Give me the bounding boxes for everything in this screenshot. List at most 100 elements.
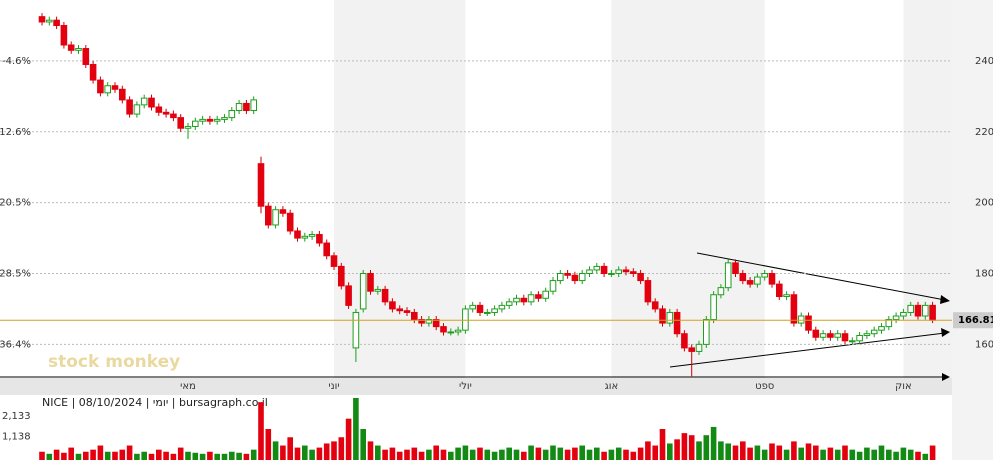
volume-bar — [528, 445, 534, 460]
volume-bar — [769, 443, 775, 460]
candle-body — [60, 25, 68, 46]
candle-body — [411, 311, 418, 321]
volume-bar — [134, 453, 140, 460]
x-tick-label: אוג — [605, 381, 619, 392]
watermark: stock monkey — [48, 352, 180, 372]
y-left-tick-label: -36.4% — [0, 339, 31, 350]
y-tick-label: 220 — [975, 127, 993, 138]
volume-bar — [586, 449, 593, 460]
volume-bar — [557, 447, 564, 460]
volume-bar — [236, 452, 242, 460]
candle-body — [542, 290, 550, 299]
candle-body — [827, 333, 834, 338]
volume-bar — [404, 449, 410, 460]
candle-body — [199, 118, 206, 122]
candle-body — [243, 102, 250, 112]
candle-body — [659, 308, 666, 324]
candle-body — [703, 319, 710, 345]
candle-body — [454, 329, 462, 333]
volume-bar — [302, 445, 308, 460]
volume-bar — [594, 447, 600, 460]
volume-bar — [382, 449, 388, 460]
candle-body — [89, 63, 97, 81]
candle-body — [564, 272, 571, 276]
volume-bar — [893, 451, 899, 460]
candle-body — [695, 343, 703, 352]
candle-body — [67, 44, 75, 51]
volume-bar — [535, 447, 542, 460]
volume-bar — [477, 447, 483, 460]
candle-body — [666, 311, 674, 324]
volume-bar — [221, 453, 228, 460]
candle-body — [140, 97, 148, 106]
volume-bar — [929, 445, 936, 460]
volume-bar — [192, 452, 199, 460]
volume-bar — [243, 453, 250, 460]
candle-body — [484, 311, 491, 314]
volume-bar — [170, 453, 177, 460]
candle-body — [630, 271, 637, 274]
candle-body — [768, 272, 776, 285]
volume-bar — [199, 453, 206, 460]
volume-bar — [272, 441, 279, 460]
volume-bar — [345, 418, 352, 460]
month-band — [611, 0, 765, 378]
volume-bar — [623, 449, 629, 460]
volume-bar — [46, 453, 53, 460]
volume-bar — [601, 451, 607, 460]
volume-bar — [426, 449, 432, 460]
volume-bar — [564, 449, 571, 460]
candle-body — [345, 285, 352, 306]
candle-body — [155, 106, 163, 113]
volume-bar — [710, 426, 717, 460]
candle-body — [432, 319, 440, 328]
volume-bar — [915, 451, 921, 460]
candle-body — [681, 333, 688, 349]
candle-body — [250, 99, 257, 112]
volume-bar — [229, 451, 235, 460]
candle-body — [213, 118, 221, 122]
candle-body — [308, 234, 316, 237]
volume-bar — [323, 443, 330, 460]
volume-bar — [907, 449, 914, 460]
x-tick-label: מאי — [180, 381, 196, 392]
volume-bar — [484, 449, 491, 460]
candle-body — [170, 113, 177, 119]
candle-body — [914, 304, 922, 317]
y-left-tick-label: -4.6% — [2, 56, 31, 67]
volume-bar — [922, 453, 929, 460]
candle-body — [885, 319, 893, 328]
candle-body — [104, 85, 112, 94]
volume-bar — [761, 449, 768, 460]
volume-bar — [375, 445, 381, 460]
candle-body — [527, 294, 535, 303]
y-left-tick-label: -28.5% — [0, 268, 31, 279]
candle-body — [389, 301, 396, 310]
candle-body — [498, 304, 506, 310]
candle-body — [819, 333, 827, 338]
volume-bar — [820, 449, 826, 460]
candle-body — [600, 265, 608, 274]
candle-body — [119, 88, 126, 101]
arrow — [942, 373, 950, 381]
volume-bar — [630, 451, 637, 460]
volume-bar — [798, 447, 804, 460]
candle-body — [469, 304, 476, 310]
volume-bar — [834, 449, 841, 460]
volume-bar — [827, 447, 834, 460]
candle-body — [900, 311, 907, 317]
volume-bar — [805, 443, 812, 460]
volume-bar — [250, 449, 257, 460]
volume-bar — [696, 441, 702, 460]
volume-bar — [360, 429, 366, 460]
volume-bar — [871, 449, 877, 460]
candle-body — [797, 315, 805, 324]
candle-body — [571, 274, 579, 282]
volume-bar — [104, 451, 111, 460]
candle-body — [717, 287, 725, 296]
volume-bar — [265, 429, 272, 460]
candle-body — [929, 304, 936, 321]
volume-bar — [667, 443, 673, 460]
candle-body — [184, 125, 192, 129]
volume-bar — [287, 437, 293, 460]
